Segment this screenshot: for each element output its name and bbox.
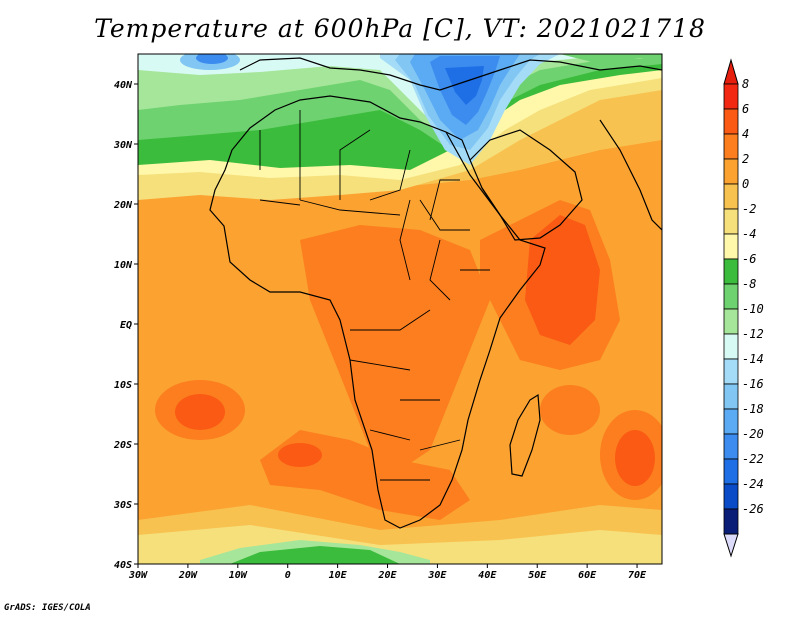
colorbar-label: -2: [742, 202, 756, 216]
field-band-m20: [445, 66, 484, 105]
colorbar-swatch: [723, 183, 739, 210]
field-band-m8: [138, 54, 662, 140]
field-patch-nw-core: [196, 54, 228, 64]
red-sea: [445, 131, 501, 216]
colorbar-label: -10: [742, 302, 764, 316]
colorbar-swatch: [723, 333, 739, 360]
colorbar-label: 2: [742, 152, 749, 166]
lon-tick-label: 70E: [628, 570, 647, 581]
grads-credit: GrADS: IGES/COLA: [4, 603, 91, 613]
india-coastline: [599, 119, 662, 231]
colorbar-label: -12: [742, 327, 764, 341]
temperature-field: [138, 54, 662, 564]
colorbar-swatch: [723, 283, 739, 310]
lon-tick-label: 30W: [128, 570, 148, 581]
lat-tick-label: 20N: [113, 200, 133, 211]
lat-tick-label: 30N: [113, 140, 133, 151]
border-lines: [259, 110, 490, 481]
lat-tick-label: EQ: [120, 320, 132, 331]
field-warm-4-sc: [540, 385, 600, 435]
colorbar-label: 0: [742, 177, 749, 191]
lat-tick-label: 30S: [113, 500, 132, 511]
lon-tick-label: 20E: [377, 570, 397, 581]
colorbar-swatch: [723, 383, 739, 410]
field-warm-6-south: [278, 443, 322, 467]
colorbar-swatch: [723, 233, 739, 260]
colorbar-swatch: [723, 483, 739, 510]
colorbar-label: -20: [742, 427, 764, 441]
lat-tick-label: 20S: [113, 440, 132, 451]
field-patch-ne: [560, 54, 662, 64]
colorbar-swatch: [723, 458, 739, 485]
map-title: Temperature at 600hPa [C], VT: 202102171…: [94, 14, 706, 43]
colorbar-label: -26: [742, 502, 764, 516]
lon-tick-label: 20W: [178, 570, 198, 581]
lon-tick-label: 0: [285, 570, 291, 581]
colorbar-label: -22: [742, 452, 764, 466]
colorbar-label: -24: [742, 477, 764, 491]
country-borders: [259, 110, 490, 481]
colorbar-swatch: [723, 308, 739, 335]
colorbar-label: -14: [742, 352, 764, 366]
field-warm-6-west: [175, 394, 225, 430]
lat-tick-label: 40S: [114, 560, 132, 571]
madagascar-coastline: [509, 393, 541, 477]
colorbar: 8 6 4 2 0 -2 -4 -6 -8 -10 -12 -14 -16 -18 -20 -22 -24 -26: [723, 58, 764, 558]
lon-tick-label: 30E: [427, 570, 447, 581]
colorbar-label: -16: [742, 377, 764, 391]
lon-tick-label: 40E: [478, 570, 497, 581]
colorbar-swatch: [723, 208, 739, 235]
lat-tick-label: 10N: [114, 260, 133, 271]
colorbar-swatch: [723, 158, 739, 185]
colorbar-swatch: [723, 108, 739, 135]
colorbar-swatch: [723, 133, 739, 160]
lon-tick-label: 60E: [578, 570, 597, 581]
coastlines: [209, 57, 662, 529]
colorbar-swatch: [723, 408, 739, 435]
colorbar-swatch: [723, 508, 739, 535]
colorbar-label: 6: [742, 102, 749, 116]
europe-coastline: [239, 57, 662, 91]
colorbar-label: -18: [742, 402, 764, 416]
colorbar-swatch: [723, 83, 739, 110]
colorbar-label: 4: [742, 127, 749, 141]
lon-tick-label: 50E: [528, 570, 547, 581]
colorbar-swatch: [723, 433, 739, 460]
colorbar-top-arrow: [723, 58, 739, 85]
colorbar-bottom-arrow: [723, 533, 739, 558]
africa-coastline: [209, 95, 546, 529]
lat-tick-label: 40N: [114, 80, 133, 91]
lon-tick-label: 10E: [329, 570, 348, 581]
map-frame: [137, 53, 663, 565]
arabia-coastline: [469, 129, 583, 241]
colorbar-swatch: [723, 358, 739, 385]
field-warm-6-se: [615, 430, 655, 486]
lat-tick-label: 10S: [114, 380, 132, 391]
field-cool-south-m6: [230, 546, 400, 564]
axis-ticks: 30W 20W 10W 0 10E 20E 30E 40E 50E 60E 70E 40N 30N 20N…: [113, 80, 647, 581]
colorbar-swatch: [723, 258, 739, 285]
colorbar-label: 8: [742, 77, 749, 91]
lon-tick-label: 10W: [229, 570, 248, 581]
field-warm-4-centre: [300, 225, 490, 470]
colorbar-label: -6: [742, 252, 756, 266]
colorbar-label: -4: [742, 227, 756, 241]
colorbar-label: -8: [742, 277, 756, 291]
